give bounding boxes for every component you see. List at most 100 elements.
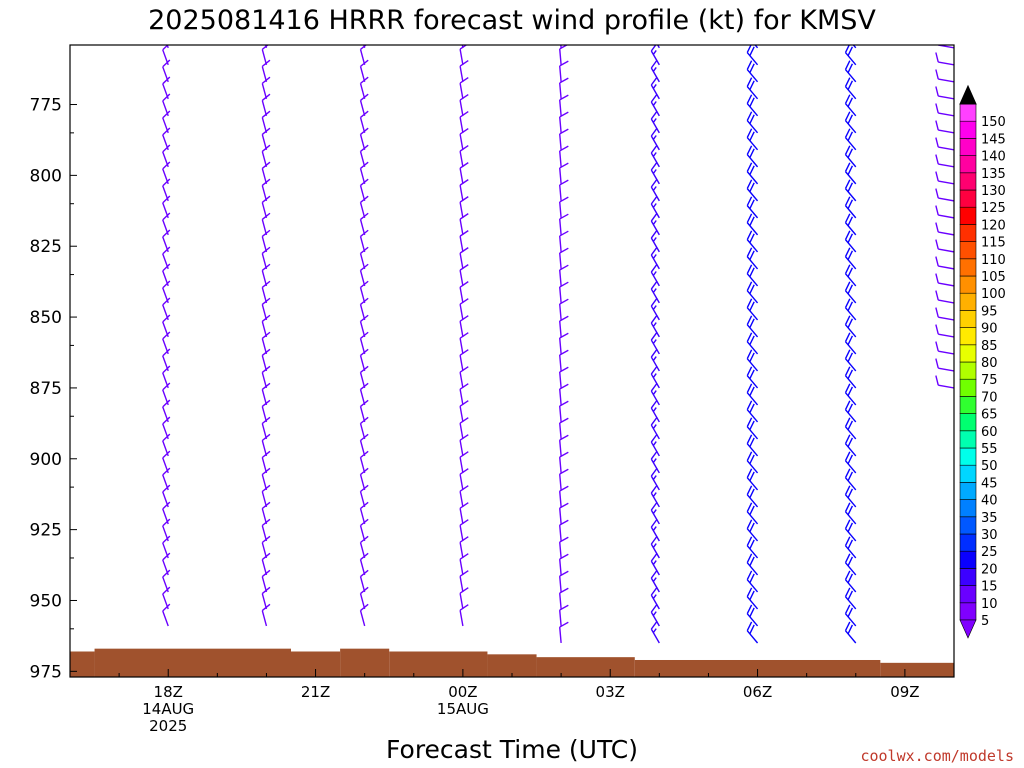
barb-flag: [847, 114, 854, 124]
barb-staff: [359, 525, 366, 542]
barb-staff: [359, 219, 366, 236]
wind-barb: [359, 501, 369, 525]
barb-staff: [650, 135, 660, 151]
colorbar-tick-label: 115: [981, 236, 1006, 251]
barb-flag: [261, 518, 271, 527]
barb-flag: [749, 216, 755, 226]
plot-area: 775 800 825 850 875 900 925 950 975 18Z14AUG2025…: [30, 44, 955, 735]
wind-barb: [459, 60, 469, 82]
barb-flag: [261, 450, 271, 459]
barb-staff: [746, 69, 759, 83]
barb-flag: [459, 536, 469, 543]
barb-flag: [162, 144, 171, 153]
wind-barb: [650, 161, 660, 185]
barb-staff: [650, 492, 660, 508]
barb-flag: [844, 264, 851, 274]
barb-flag: [559, 315, 569, 322]
wind-barb: [650, 59, 660, 83]
barb-flag: [360, 348, 369, 357]
barb-staff: [844, 613, 857, 627]
barb-flag: [360, 382, 369, 391]
terrain-block: [536, 657, 635, 677]
barb-flag: [844, 94, 851, 104]
barb-flag: [162, 586, 171, 595]
barb-flag: [261, 586, 271, 595]
barb-flag: [261, 59, 271, 67]
wind-barb: [559, 264, 569, 286]
wind-barb: [844, 298, 857, 321]
barb-flag: [559, 553, 569, 560]
wind-barb: [559, 536, 569, 559]
barb-staff: [938, 129, 954, 134]
barb-staff: [261, 134, 268, 151]
barb-staff: [844, 545, 857, 559]
wind-barb: [261, 603, 271, 627]
barb-flag: [261, 144, 271, 152]
barb-staff: [559, 184, 562, 201]
barb-flag: [847, 301, 854, 312]
barb-staff: [746, 409, 759, 423]
colorbar-tick-label: 140: [981, 150, 1006, 165]
barb-flag: [459, 519, 469, 526]
barb-flag: [844, 332, 851, 342]
wind-barb: [746, 128, 759, 151]
colorbar-tick-label: 45: [981, 476, 998, 491]
wind-barb: [746, 553, 759, 576]
barb-staff: [459, 338, 464, 355]
colorbar-swatch: [959, 258, 977, 277]
wind-barb: [650, 620, 660, 644]
wind-barb: [746, 349, 759, 372]
barb-flag: [459, 400, 469, 407]
y-tick-label: 850: [30, 308, 62, 328]
barb-flag: [844, 298, 851, 308]
barb-staff: [459, 508, 464, 525]
barb-flag: [844, 485, 851, 496]
barb-flag: [746, 604, 753, 615]
barb-flag: [162, 552, 171, 561]
barb-flag: [935, 273, 939, 284]
barb-staff: [746, 341, 759, 355]
barb-flag: [261, 569, 271, 578]
x-tick-label: 00Z: [448, 683, 477, 701]
barb-staff: [559, 116, 562, 133]
barb-flag: [749, 403, 755, 414]
colorbar-tick-label: 150: [981, 115, 1006, 130]
barb-flag: [459, 145, 469, 152]
wind-barb: [559, 417, 569, 439]
wind-barb: [359, 433, 369, 457]
barb-flag: [459, 332, 469, 339]
barb-flag: [559, 621, 569, 628]
barb-flag: [162, 501, 171, 510]
barb-flag: [261, 246, 271, 254]
barb-flag: [360, 195, 369, 203]
barb-flag: [847, 131, 854, 141]
barb-staff: [938, 265, 954, 270]
barb-flag: [459, 45, 469, 50]
colorbar-swatch: [959, 206, 977, 225]
barb-staff: [746, 171, 759, 185]
barb-flag: [559, 400, 569, 407]
barb-flag: [746, 451, 753, 461]
barb-flag: [162, 178, 171, 187]
y-tick-label: 950: [30, 591, 62, 611]
wind-barb: [359, 552, 369, 576]
barb-staff: [359, 389, 366, 406]
barb-flag: [847, 522, 854, 533]
wind-barb: [459, 434, 469, 457]
wind-barb: [559, 400, 569, 422]
wind-barb: [359, 195, 369, 219]
barb-flag: [459, 604, 469, 611]
barb-flag: [746, 417, 753, 427]
barb-staff: [650, 271, 660, 287]
chart-title: 2025081416 HRRR forecast wind profile (k…: [148, 5, 876, 36]
barb-staff: [746, 494, 759, 508]
barb-staff: [650, 339, 660, 355]
wind-barb: [746, 145, 759, 168]
barb-flag: [650, 518, 658, 528]
barb-staff: [261, 202, 268, 219]
barb-flag: [935, 137, 939, 148]
barb-staff: [650, 390, 660, 406]
barb-staff: [844, 443, 857, 457]
wind-barb: [746, 298, 759, 321]
